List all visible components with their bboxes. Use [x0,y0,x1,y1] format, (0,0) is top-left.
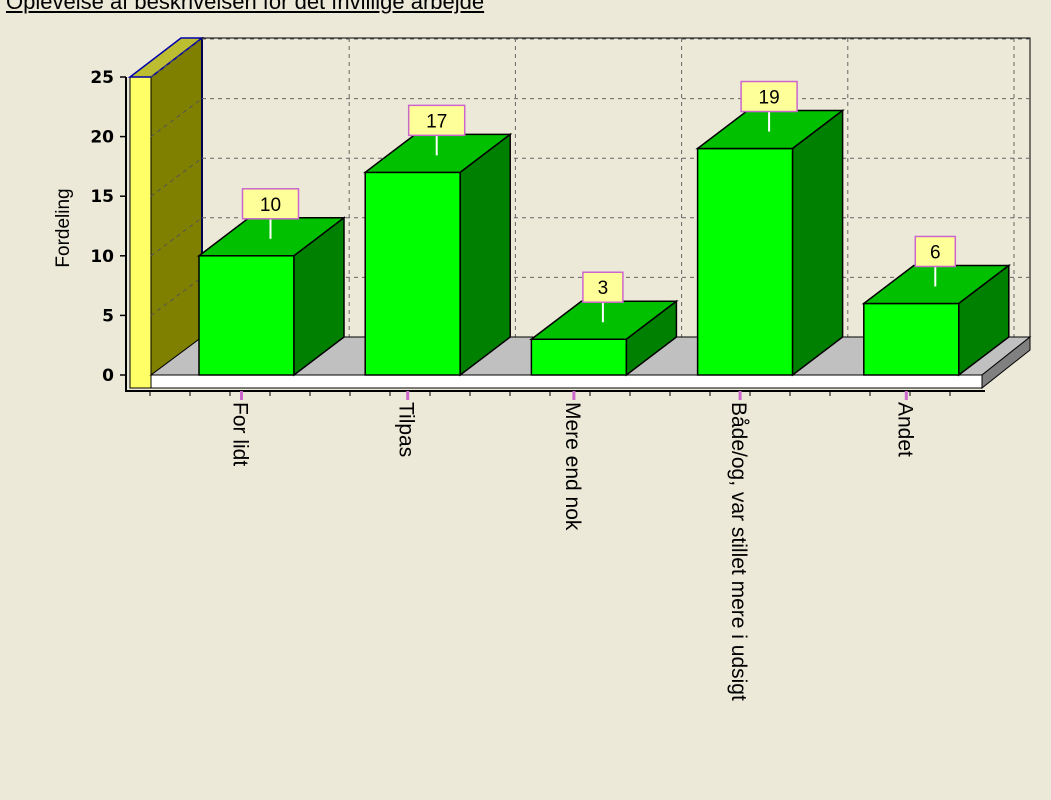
bar-front [863,302,960,376]
data-label-box [914,235,957,268]
bar-front [696,147,794,376]
bar [695,109,845,377]
floor-side [981,335,1031,390]
bar-side [958,263,1010,377]
bar-side [293,216,345,377]
data-label: 6 [930,242,941,263]
bar-side [459,132,511,377]
bar-side [625,299,678,377]
data-labels: 10 17 3 19 6 [241,80,957,323]
y-tick-label: 25 [90,68,114,88]
data-label-box [241,188,300,220]
grid-line-diag [150,276,203,316]
data-label-box [740,80,798,113]
bars [196,109,1012,377]
axes: 0 5 10 15 20 25 For lidt Tilpas Mere end nok Både… [90,68,985,701]
bar-front [198,255,295,376]
floor-front [150,374,983,389]
grid-line-diag [150,157,203,197]
y-tick-label: 15 [90,187,114,207]
y-tick-label: 10 [90,247,114,267]
x-tick-label: Mere end nok [561,402,584,531]
bar-front [364,171,461,376]
bar-front [530,338,628,376]
x-tick-label: Tilpas [395,402,418,457]
wall-edge [129,76,152,389]
data-label: 10 [260,195,281,216]
page-title: Oplevelse af beskrivelsen for det frivil… [6,0,485,14]
y-tick-label: 20 [90,128,114,148]
grid-line-diag [150,98,203,138]
y-tick-label: 0 [102,366,114,386]
data-label: 17 [426,111,447,132]
bar [196,216,347,377]
grid-line-diag [150,38,203,78]
data-label-box [582,271,624,303]
x-tick-label: For lidt [229,402,252,466]
y-tick-label: 5 [102,306,114,326]
data-label: 19 [759,88,780,109]
grid-line-diag [150,217,203,257]
x-tick-label: Både/og, var stillet mere i udsigt [727,402,750,701]
bar [362,132,513,377]
bar-side [791,109,844,377]
side-wall [150,36,203,376]
y-axis-label: Fordeling [53,188,74,267]
data-label: 3 [598,278,609,299]
data-label-box [407,104,466,137]
x-tick-label: Andet [893,402,916,457]
